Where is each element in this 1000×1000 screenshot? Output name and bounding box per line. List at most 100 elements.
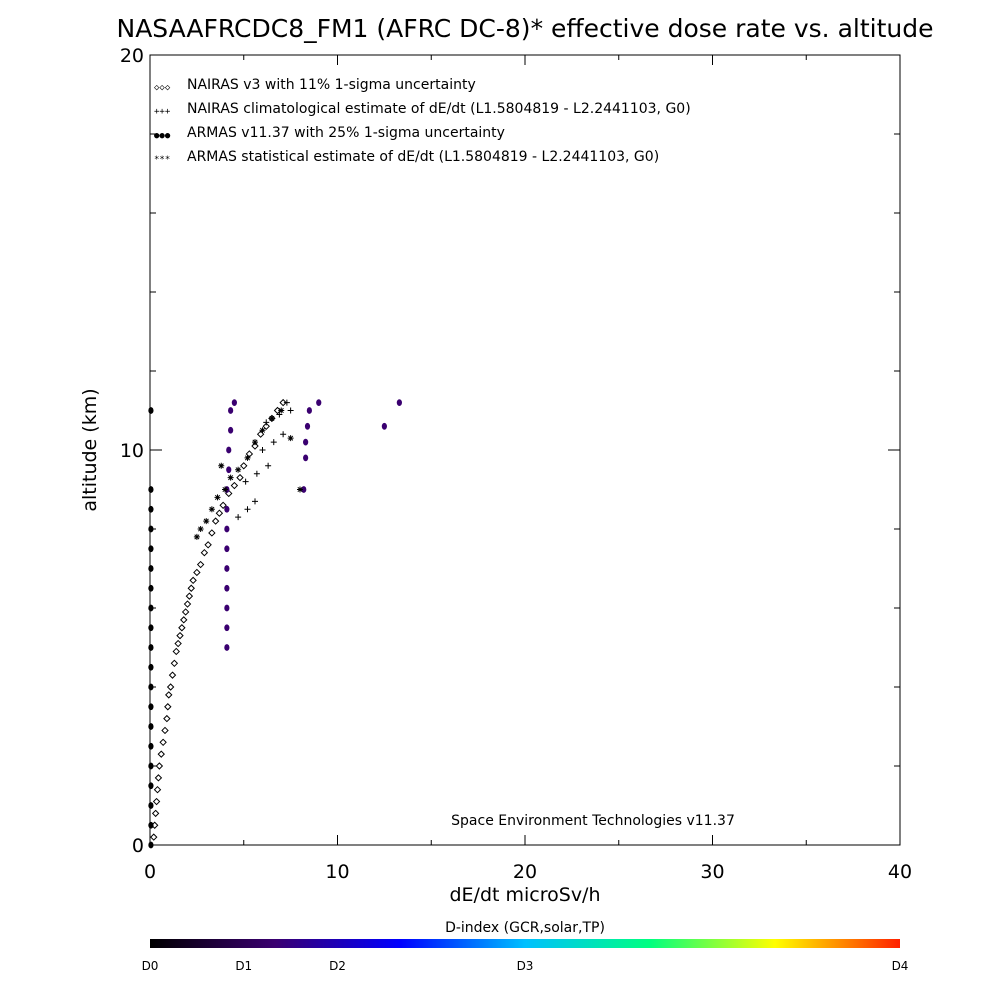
legend-marker: +++ [154, 107, 171, 117]
armas-statistical-point [268, 415, 275, 422]
legend-label: NAIRAS climatological estimate of dE/dt … [187, 101, 691, 117]
legend: ◇◇◇ NAIRAS v3 with 11% 1-sigma uncertaint… [154, 77, 691, 165]
nairas-v3-point [153, 785, 162, 794]
nairas-climatology-point [259, 447, 266, 453]
x-tick-label: 30 [700, 861, 724, 883]
nairas-v3-point [166, 683, 175, 691]
nairas-v3-point [172, 647, 180, 656]
armas-point [148, 644, 154, 651]
armas-point [303, 438, 309, 446]
nairas-climatology-point [283, 399, 290, 406]
legend-marker: ●●● [154, 131, 171, 141]
armas-statistical-point [244, 454, 251, 461]
nairas-v3-point [240, 462, 248, 470]
armas-point [148, 703, 154, 711]
legend-label: ARMAS v11.37 with 25% 1-sigma uncertaint… [187, 125, 505, 141]
nairas-v3-point [154, 774, 163, 782]
armas-point [148, 802, 154, 809]
data-marks [148, 398, 402, 849]
series-1 [235, 399, 294, 521]
nairas-climatology-point [242, 478, 249, 485]
nairas-v3-point [168, 671, 177, 679]
armas-point [148, 723, 154, 730]
armas-statistical-point [259, 427, 266, 434]
armas-point [224, 604, 230, 612]
armas-point [224, 525, 230, 533]
armas-point [148, 407, 154, 414]
nairas-climatology-point [244, 506, 251, 513]
x-tick-label: 0 [144, 861, 156, 883]
legend-label: NAIRAS v3 with 11% 1-sigma uncertainty [187, 77, 476, 93]
series-0 [150, 398, 287, 841]
armas-point [148, 505, 154, 513]
nairas-v3-point [183, 600, 192, 608]
armas-point [228, 407, 234, 414]
y-tick-label: 10 [120, 440, 144, 462]
armas-statistical-point [218, 462, 225, 469]
nairas-v3-point [151, 809, 160, 818]
x-tick-label: 10 [325, 861, 349, 883]
armas-point [148, 565, 154, 572]
nairas-v3-point [159, 738, 167, 747]
x-tick-label: 40 [888, 861, 912, 883]
y-tick-label: 20 [120, 45, 144, 67]
armas-statistical-point [235, 466, 242, 473]
armas-point [148, 663, 154, 671]
colorbar [150, 939, 900, 948]
armas-point [148, 486, 154, 493]
armas-point [224, 584, 230, 592]
nairas-v3-point [157, 750, 165, 758]
armas-statistical-point [197, 526, 204, 532]
nairas-v3-point [193, 568, 201, 577]
armas-point [396, 399, 402, 406]
nairas-v3-point [211, 517, 220, 525]
armas-point [303, 454, 309, 462]
nairas-v3-point [196, 560, 205, 569]
armas-point [148, 624, 154, 632]
armas-statistical-point [193, 533, 200, 540]
armas-point [148, 841, 154, 849]
colorbar-tick-label: D1 [235, 959, 252, 973]
nairas-v3-point [236, 473, 244, 482]
armas-point [148, 584, 154, 592]
colorbar-tick-label: D4 [892, 959, 909, 973]
armas-point [224, 505, 230, 513]
nairas-v3-point [152, 797, 161, 806]
nairas-climatology-point [252, 498, 258, 505]
nairas-climatology-point [235, 514, 242, 521]
armas-point [148, 782, 154, 790]
series-2 [224, 399, 402, 651]
armas-point [304, 422, 311, 430]
nairas-v3-point [200, 548, 209, 557]
y-tick-label: 0 [132, 835, 144, 857]
armas-point [224, 565, 230, 572]
nairas-v3-point [187, 584, 195, 592]
armas-statistical-point [208, 506, 215, 513]
armas-point [226, 466, 232, 474]
armas-statistical-point [203, 518, 210, 525]
armas-statistical-point [252, 439, 258, 446]
colorbar-tick-label: D3 [517, 959, 534, 973]
nairas-v3-point [208, 529, 216, 537]
nairas-v3-point [180, 616, 188, 624]
nairas-v3-point [245, 450, 254, 458]
legend-label: ARMAS statistical estimate of dE/dt (L1.… [187, 149, 659, 165]
y-axis-label: altitude (km) [79, 388, 101, 511]
colorbar-tick-label: D2 [329, 959, 346, 973]
nairas-v3-point [262, 422, 270, 431]
armas-point [224, 644, 230, 651]
armas-point [148, 545, 154, 553]
armas-point [381, 422, 387, 430]
nairas-v3-point [163, 714, 171, 723]
armas-statistical-point [278, 407, 285, 414]
armas-statistical-point [297, 486, 303, 493]
colorbar-labels: D0 D1 D2 D3 D4 [142, 959, 909, 973]
nairas-v3-point [155, 762, 164, 770]
armas-point [148, 742, 154, 750]
nairas-v3-point [189, 576, 197, 585]
armas-point [148, 683, 154, 691]
armas-statistical-point [227, 474, 234, 481]
colorbar-title: D-index (GCR,solar,TP) [445, 920, 605, 936]
nairas-climatology-point [253, 470, 260, 477]
